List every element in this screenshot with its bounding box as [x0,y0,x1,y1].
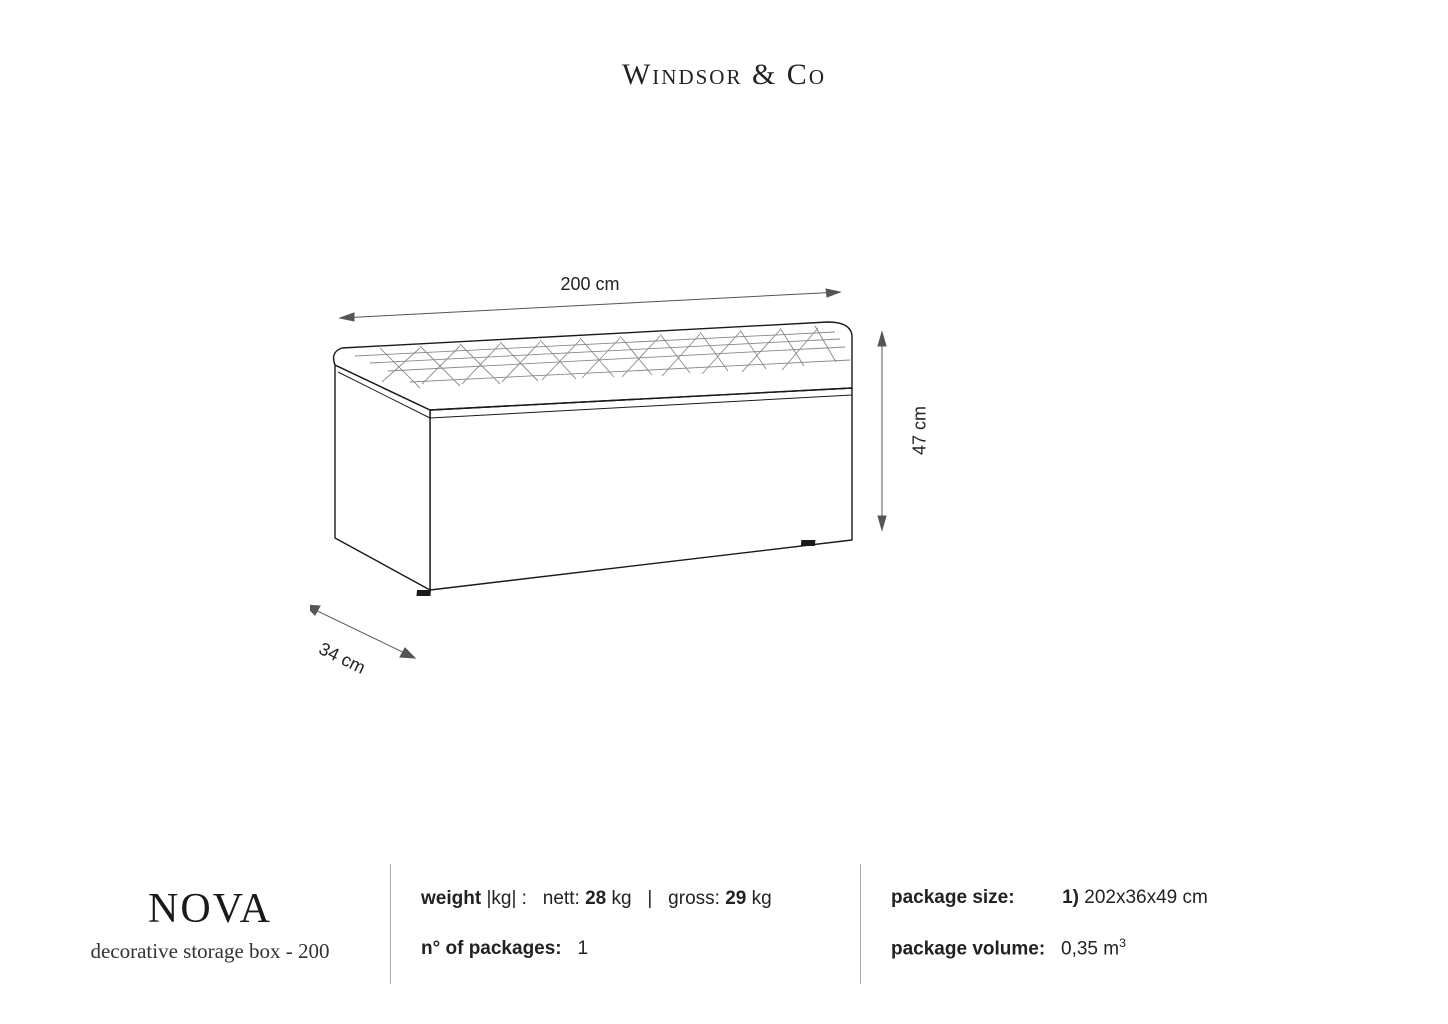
spec-package-volume: package volume: 0,35 m3 [891,936,1358,960]
dimension-height: 47 cm [910,401,931,461]
spec-packages: n° of packages: 1 [421,938,830,960]
product-drawing: 200 cm 47 cm 34 cm [310,270,1010,690]
spec-footer: NOVA decorative storage box - 200 weight… [60,864,1388,984]
product-name: NOVA [60,885,360,933]
spec-package-size: package size: 1) 202x36x49 cm [891,887,1358,909]
dimension-width: 200 cm [540,274,640,295]
spec-weight: weight |kg| : nett: 28 kg | gross: 29 kg [421,888,830,910]
product-subtitle: decorative storage box - 200 [60,939,360,964]
brand-title: Windsor & Co [0,58,1448,92]
